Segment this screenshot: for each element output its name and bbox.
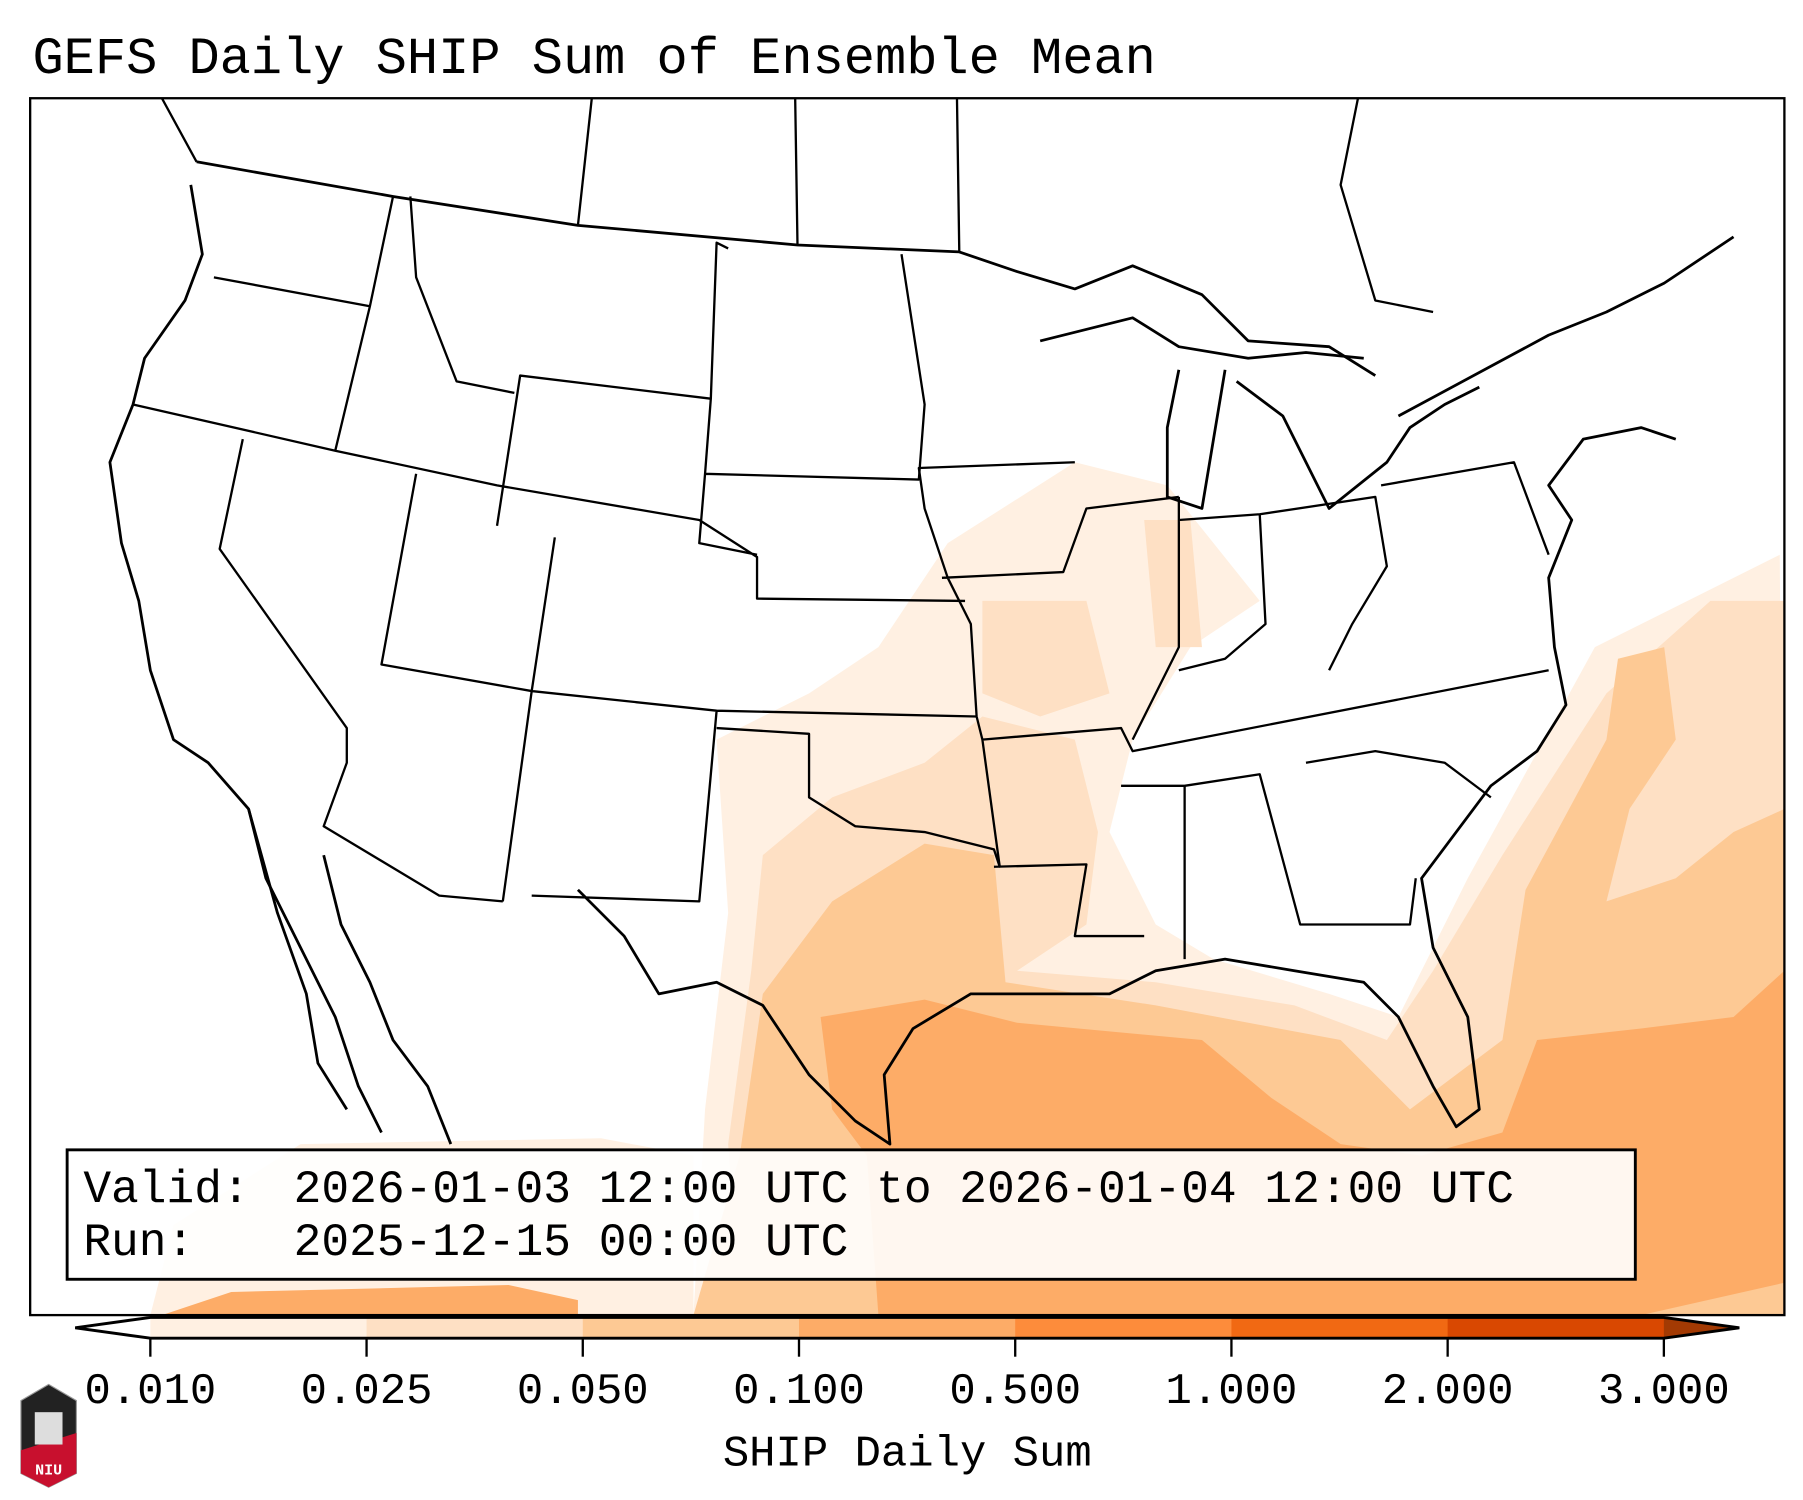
colorbar-tick-label: 1.000 bbox=[1166, 1367, 1298, 1417]
colorbar-bin bbox=[1447, 1317, 1665, 1339]
colorbar-bin bbox=[798, 1317, 1016, 1339]
colorbar bbox=[75, 1315, 1740, 1340]
colorbar-bin bbox=[1015, 1317, 1233, 1339]
west-coast bbox=[108, 184, 383, 1134]
colorbar-tick-label: 0.050 bbox=[517, 1367, 649, 1417]
colorbar-tick-label: 0.100 bbox=[733, 1367, 865, 1417]
map-frame bbox=[29, 97, 1786, 1317]
colorbar-over-arrow bbox=[1663, 1317, 1740, 1339]
run-label: Run: bbox=[83, 1217, 194, 1269]
colorbar-tick-label: 0.025 bbox=[301, 1367, 433, 1417]
us-canada-border bbox=[196, 160, 1735, 418]
state-lines-central bbox=[716, 461, 1550, 960]
run-value: 2025-12-15 00:00 UTC bbox=[294, 1217, 849, 1269]
colorbar-bin bbox=[150, 1317, 368, 1339]
niu-logo: NIU bbox=[20, 1383, 77, 1488]
boundaries bbox=[108, 98, 1735, 1146]
baja-coast bbox=[247, 808, 453, 1145]
colorbar-tick-label: 0.500 bbox=[949, 1367, 1081, 1417]
svg-text:NIU: NIU bbox=[35, 1462, 62, 1480]
great-lakes bbox=[1039, 316, 1480, 510]
info-box: Valid: 2026-01-03 12:00 UTC to 2026-01-0… bbox=[65, 1148, 1637, 1281]
colorbar-label: SHIP Daily Sum bbox=[723, 1429, 1092, 1479]
shade-bin4-south bbox=[161, 1285, 578, 1316]
colorbar-under-arrow bbox=[75, 1317, 151, 1339]
colorbar-tick-label: 2.000 bbox=[1382, 1367, 1514, 1417]
colorbar-bin bbox=[366, 1317, 584, 1339]
mexico-gulf-coast bbox=[576, 426, 1677, 1146]
figure-title: GEFS Daily SHIP Sum of Ensemble Mean bbox=[32, 30, 1155, 89]
shade-bin2-mid bbox=[982, 520, 1202, 717]
valid-label: Valid: bbox=[83, 1164, 249, 1216]
state-lines-west bbox=[132, 98, 1434, 903]
colorbar-bin bbox=[582, 1317, 800, 1339]
valid-value: 2026-01-03 12:00 UTC to 2026-01-04 12:00… bbox=[294, 1164, 1514, 1216]
colorbar-tick-label: 0.010 bbox=[84, 1367, 216, 1417]
colorbar-tick-label: 3.000 bbox=[1598, 1367, 1730, 1417]
map-panel bbox=[30, 98, 1785, 1316]
colorbar-ticks: 0.010 0.025 0.050 0.100 0.500 1.000 2.000 3.000 bbox=[84, 1338, 1730, 1417]
colorbar-bin bbox=[1231, 1317, 1449, 1339]
